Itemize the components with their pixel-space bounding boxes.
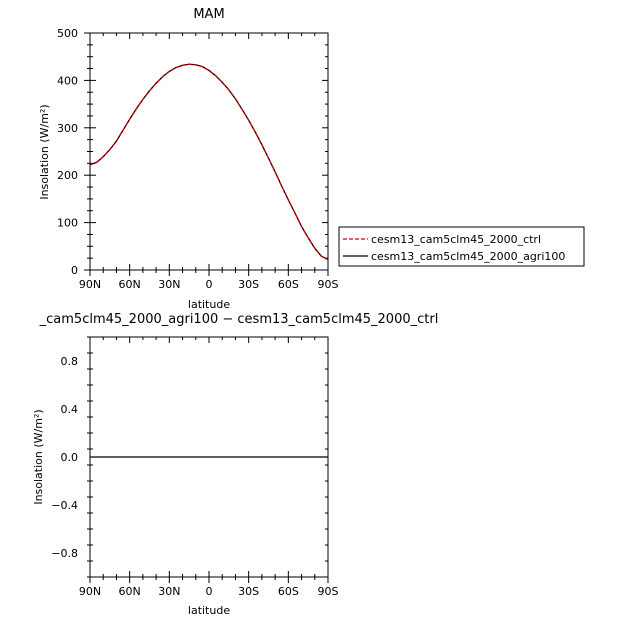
bottom-x-tick-label: 60S	[278, 585, 299, 598]
legend-label-ctrl: cesm13_cam5clm45_2000_ctrl	[371, 233, 541, 246]
top-x-tick-label: 60N	[119, 278, 141, 291]
bottom-x-tick-label: 30N	[158, 585, 180, 598]
top-y-tick-label: 300	[57, 122, 78, 135]
top-y-tick-label: 0	[71, 264, 78, 277]
top-series-line	[89, 63, 329, 261]
bottom-x-tick-label: 90S	[318, 585, 339, 598]
bottom-y-tick-label: 0.4	[61, 403, 79, 416]
bottom-y-tick-label: 0.8	[61, 355, 79, 368]
bottom-xlabel: latitude	[188, 604, 230, 617]
bottom-x-tick-label: 0	[206, 585, 213, 598]
legend-box	[338, 226, 585, 267]
top-x-tick-label: 0	[206, 278, 213, 291]
top-x-tick-label: 90S	[318, 278, 339, 291]
bottom-y-tick-label: −0.8	[51, 547, 78, 560]
top-xlabel: latitude	[188, 298, 230, 311]
top-x-tick-label: 30S	[238, 278, 259, 291]
top-panel: MAM 90N 60N 30N 0 30S 60S 90S0100200300400500 …	[38, 7, 339, 311]
top-plot-frame	[89, 32, 329, 271]
bottom-title: _cam5clm45_2000_agri100 − cesm13_cam5clm…	[39, 312, 439, 327]
top-y-tick-label: 200	[57, 169, 78, 182]
bottom-x-tick-label: 60N	[119, 585, 141, 598]
top-ticks: 90N 60N 30N 0 30S 60S 90S 0 100 200 300 400 500	[57, 27, 339, 291]
top-ylabel: Insolation (W/m²)	[38, 104, 51, 199]
bottom-panel: _cam5clm45_2000_agri100 − cesm13_cam5clm…	[32, 312, 438, 617]
bottom-y-tick-label: 0.0	[61, 451, 79, 464]
top-y-tick-label: 500	[57, 27, 78, 40]
legend-label-agri100: cesm13_cam5clm45_2000_agri100	[371, 250, 565, 263]
bottom-x-tick-label: 30S	[238, 585, 259, 598]
top-x-tick-label: 30N	[158, 278, 180, 291]
bottom-plot-frame	[89, 336, 329, 578]
bottom-ylabel: Insolation (W/m²)	[32, 409, 45, 504]
top-y-tick-label: 400	[57, 74, 78, 87]
top-title: MAM	[193, 7, 224, 22]
top-lines	[89, 63, 329, 261]
top-x-tick-label: 60S	[278, 278, 299, 291]
top-x-tick-label: 90N	[79, 278, 101, 291]
top-series-line	[89, 63, 329, 261]
top-y-tick-label: 100	[57, 217, 78, 230]
bottom-x-tick-label: 90N	[79, 585, 101, 598]
bottom-ticks: 90N 60N 30N 0 30S 60S 90S −0.8 −0.4 0.0 0.4 0.8	[51, 336, 339, 598]
legend: cesm13_cam5clm45_2000_ctrl cesm13_cam5cl…	[338, 226, 585, 267]
bottom-y-tick-label: −0.4	[51, 499, 78, 512]
